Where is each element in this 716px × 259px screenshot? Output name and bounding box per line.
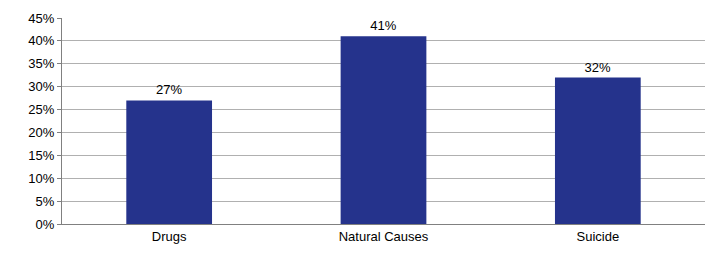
svg-text:Natural Causes: Natural Causes xyxy=(339,229,429,244)
svg-text:41%: 41% xyxy=(370,18,396,33)
svg-text:32%: 32% xyxy=(585,60,611,75)
svg-text:27%: 27% xyxy=(156,82,182,97)
svg-text:10%: 10% xyxy=(28,171,54,186)
svg-text:Drugs: Drugs xyxy=(152,229,187,244)
svg-text:35%: 35% xyxy=(28,56,54,71)
svg-text:5%: 5% xyxy=(36,194,55,209)
svg-text:25%: 25% xyxy=(28,102,54,117)
svg-text:0%: 0% xyxy=(36,217,55,232)
svg-text:Suicide: Suicide xyxy=(577,229,620,244)
svg-text:20%: 20% xyxy=(28,125,54,140)
svg-text:45%: 45% xyxy=(28,11,54,26)
svg-text:15%: 15% xyxy=(28,148,54,163)
svg-text:40%: 40% xyxy=(28,33,54,48)
svg-text:30%: 30% xyxy=(28,79,54,94)
